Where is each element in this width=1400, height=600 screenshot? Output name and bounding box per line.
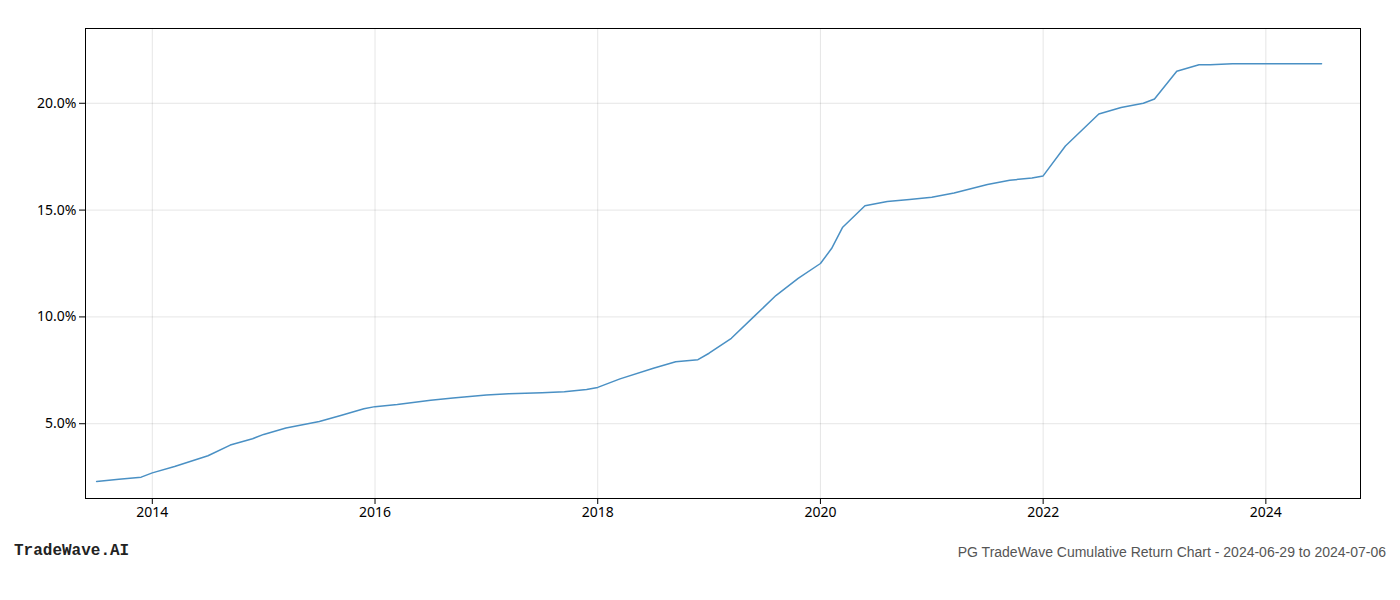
svg-text:2018: 2018 (582, 502, 614, 521)
svg-text:2020: 2020 (804, 502, 836, 521)
html-text:PG TradeWave Cumulative Return: PG TradeWave Cumulative Return Chart - 2… (957, 544, 1386, 560)
svg-text:20.0%: 20.0% (37, 93, 76, 112)
svg-text:2024: 2024 (1250, 502, 1282, 521)
svg-text:2014: 2014 (136, 502, 168, 521)
svg-text:15.0%: 15.0% (37, 200, 76, 219)
html-text:TradeWave.AI: TradeWave.AI (14, 542, 130, 560)
svg-text:10.0%: 10.0% (37, 306, 76, 325)
svg-text:2022: 2022 (1027, 502, 1059, 521)
svg-text:2016: 2016 (359, 502, 391, 521)
svg-text:5.0%: 5.0% (45, 413, 76, 432)
